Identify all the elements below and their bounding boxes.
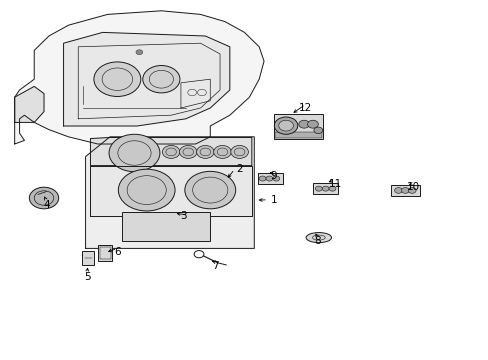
Circle shape xyxy=(315,186,322,191)
Bar xyxy=(98,245,112,261)
Circle shape xyxy=(307,120,318,128)
Text: 2: 2 xyxy=(236,164,243,174)
Circle shape xyxy=(109,134,160,172)
Polygon shape xyxy=(90,166,251,216)
Circle shape xyxy=(29,187,59,209)
Text: 10: 10 xyxy=(406,182,419,192)
Bar xyxy=(258,173,282,184)
Circle shape xyxy=(278,120,293,131)
Circle shape xyxy=(136,50,142,55)
Bar xyxy=(312,183,338,194)
Circle shape xyxy=(230,145,248,158)
Polygon shape xyxy=(15,86,44,122)
Circle shape xyxy=(394,188,402,193)
Circle shape xyxy=(194,251,203,258)
Bar xyxy=(390,185,419,196)
Circle shape xyxy=(94,62,141,96)
Circle shape xyxy=(213,145,231,158)
Bar xyxy=(122,212,210,241)
Text: 3: 3 xyxy=(180,211,186,221)
Polygon shape xyxy=(15,11,264,144)
Ellipse shape xyxy=(305,233,331,243)
Text: 12: 12 xyxy=(298,103,312,113)
Circle shape xyxy=(162,145,180,158)
Circle shape xyxy=(401,188,408,193)
Bar xyxy=(100,247,110,259)
Text: 7: 7 xyxy=(211,261,218,271)
Circle shape xyxy=(322,186,328,191)
Polygon shape xyxy=(63,32,229,126)
Text: 4: 4 xyxy=(43,200,50,210)
Circle shape xyxy=(184,171,235,209)
Text: 9: 9 xyxy=(270,171,277,181)
Text: 11: 11 xyxy=(327,179,341,189)
Circle shape xyxy=(118,169,175,211)
Circle shape xyxy=(259,176,265,181)
Circle shape xyxy=(407,188,415,193)
Circle shape xyxy=(142,66,180,93)
Circle shape xyxy=(274,117,297,134)
Bar xyxy=(273,114,322,139)
Polygon shape xyxy=(90,138,251,166)
Circle shape xyxy=(272,176,279,181)
Bar xyxy=(275,132,322,138)
Text: 5: 5 xyxy=(83,272,90,282)
Text: 8: 8 xyxy=(314,236,321,246)
Circle shape xyxy=(313,127,322,134)
Circle shape xyxy=(328,186,335,191)
Circle shape xyxy=(196,145,214,158)
Circle shape xyxy=(179,145,197,158)
Bar xyxy=(82,251,94,265)
Circle shape xyxy=(265,176,272,181)
Text: 6: 6 xyxy=(114,247,121,257)
Circle shape xyxy=(298,120,309,128)
Text: 1: 1 xyxy=(270,195,277,205)
Polygon shape xyxy=(85,137,254,248)
